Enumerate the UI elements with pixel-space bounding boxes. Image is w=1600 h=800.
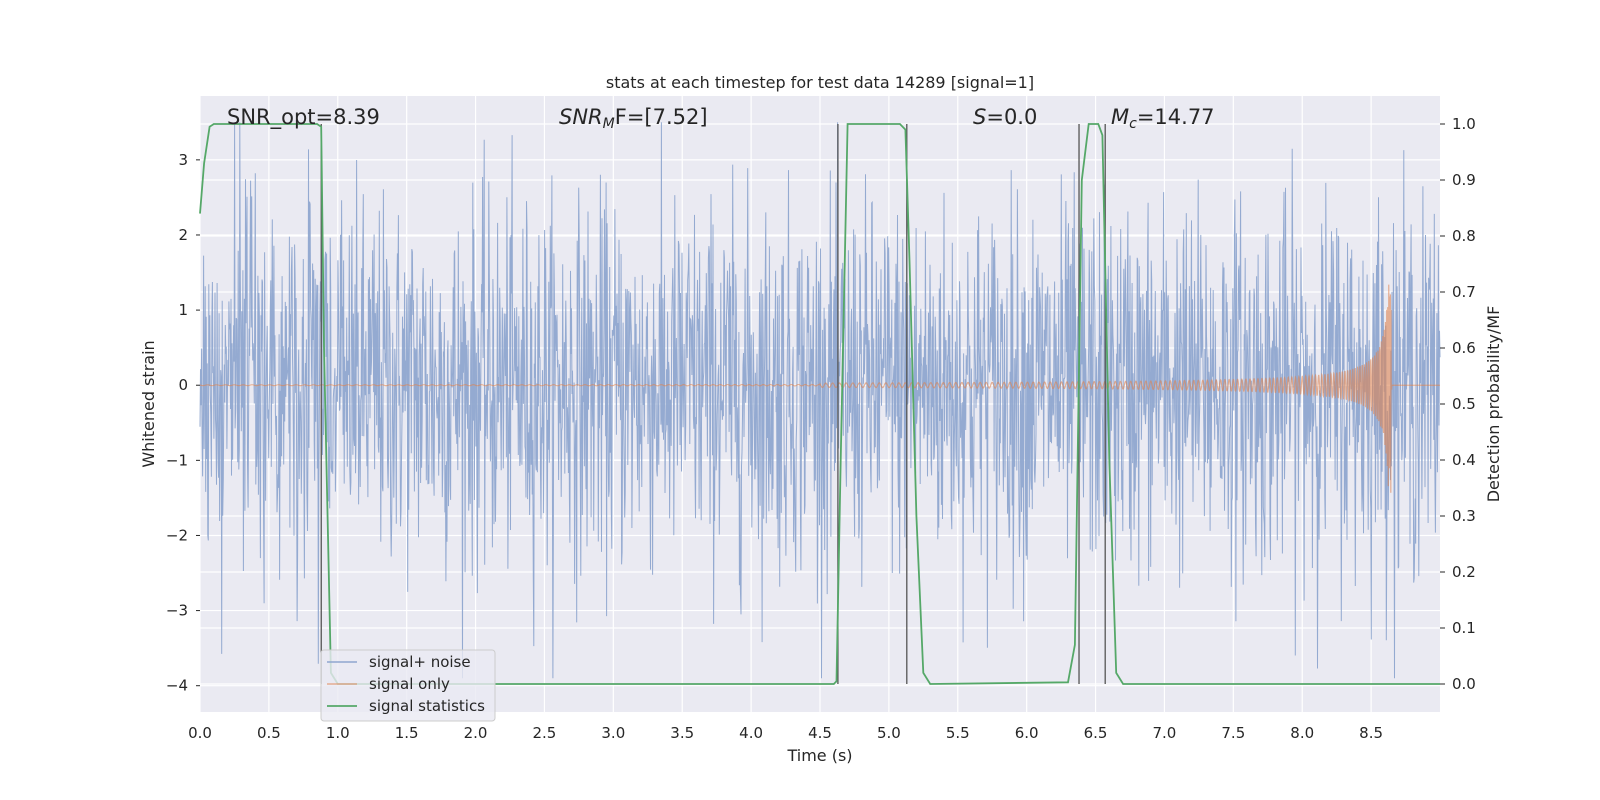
x-tick-label: 3.5 xyxy=(670,724,694,742)
x-tick-label: 6.0 xyxy=(1015,724,1039,742)
x-tick-label: 8.5 xyxy=(1359,724,1383,742)
signal-only-series xyxy=(199,284,1440,493)
signal-statistics-series xyxy=(199,123,1440,685)
signal-line xyxy=(199,284,1440,493)
y-tick-label-right: 0.8 xyxy=(1452,227,1476,245)
y-tick-label-right: 1.0 xyxy=(1452,115,1476,133)
x-tick-label: 2.5 xyxy=(533,724,557,742)
chart-title: stats at each timestep for test data 142… xyxy=(606,73,1034,92)
legend-label-noise: signal+ noise xyxy=(369,653,471,671)
x-tick-label: 0.5 xyxy=(257,724,281,742)
x-tick-label: 4.5 xyxy=(808,724,832,742)
y-tick-label-right: 0.3 xyxy=(1452,507,1476,525)
y-tick-label-left: −2 xyxy=(166,526,188,544)
x-tick-label: 3.0 xyxy=(601,724,625,742)
y-tick-label-left: −4 xyxy=(166,677,188,695)
signal-noise-series xyxy=(199,122,1441,679)
x-tick-label: 5.5 xyxy=(946,724,970,742)
y-axis-label-right: Detection probability/MF xyxy=(1484,306,1503,503)
y-tick-label-left: −3 xyxy=(166,602,188,620)
x-tick-label: 7.0 xyxy=(1153,724,1177,742)
x-tick-label: 5.0 xyxy=(877,724,901,742)
x-axis-label: Time (s) xyxy=(786,746,852,765)
y-ticks-right: 1.0 0.9 0.8 0.7 0.6 0.5 0.4 0.3 0.2 0.1 0.0 xyxy=(1440,115,1476,693)
annotation-snr-mf: SNRMF=[7.52] xyxy=(559,105,708,132)
y-ticks-left: 3 2 1 0 −1 −2 −3 −4 xyxy=(166,151,200,695)
y-tick-label-left: 2 xyxy=(178,226,188,244)
x-ticks: 0.0 0.5 1.0 1.5 2.0 2.5 3.0 3.5 4.0 4.5 5.0 5.5 6.0 6… xyxy=(188,724,1383,742)
annotations: SNR_opt=8.39 SNRMF=[7.52] S=0.0 Mc=14.77 xyxy=(227,105,1215,132)
legend-label-stats: signal statistics xyxy=(369,697,485,715)
annotation-snr-opt: SNR_opt=8.39 xyxy=(227,105,380,130)
y-axis-label: Whitened strain xyxy=(139,340,158,467)
x-tick-label: 2.0 xyxy=(464,724,488,742)
legend-label-signal: signal only xyxy=(369,675,450,693)
x-tick-label: 0.0 xyxy=(188,724,212,742)
y-tick-label-right: 0.9 xyxy=(1452,171,1476,189)
y-tick-label-right: 0.2 xyxy=(1452,563,1476,581)
y-tick-label-left: 0 xyxy=(178,376,188,394)
y-tick-label-right: 0.7 xyxy=(1452,283,1476,301)
x-tick-label: 1.5 xyxy=(395,724,419,742)
x-tick-label: 1.0 xyxy=(326,724,350,742)
legend: signal+ noise signal only signal statist… xyxy=(320,649,496,722)
annotation-s: S=0.0 xyxy=(973,105,1037,129)
y-tick-label-right: 0.5 xyxy=(1452,395,1476,413)
x-tick-label: 4.0 xyxy=(739,724,763,742)
statistics-line xyxy=(199,123,1440,685)
y-tick-label-left: 3 xyxy=(178,151,188,169)
y-tick-label-left: 1 xyxy=(178,301,188,319)
y-tick-label-right: 0.4 xyxy=(1452,451,1476,469)
y-tick-label-left: −1 xyxy=(166,451,188,469)
y-tick-label-right: 0.1 xyxy=(1452,619,1476,637)
annotation-mc: Mc=14.77 xyxy=(1111,105,1215,132)
legend-box xyxy=(320,649,496,722)
y-tick-label-right: 0.6 xyxy=(1452,339,1476,357)
x-tick-label: 8.0 xyxy=(1290,724,1314,742)
noise-line xyxy=(199,122,1441,679)
y-tick-label-right: 0.0 xyxy=(1452,675,1476,693)
x-tick-label: 7.5 xyxy=(1221,724,1245,742)
x-tick-label: 6.5 xyxy=(1084,724,1108,742)
